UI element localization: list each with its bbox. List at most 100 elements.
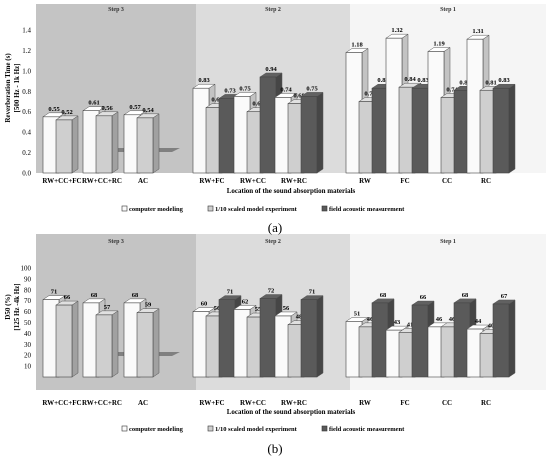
legend-label: computer modeling (129, 206, 184, 213)
data-label: 57 (104, 304, 111, 311)
x-tick-label: RW+CC+FC (42, 177, 81, 185)
y-tick-label: 10 (24, 363, 32, 371)
y-tick-label: 30 (24, 341, 32, 349)
data-label: 0.75 (306, 85, 318, 92)
y-tick-label: 1.2 (22, 47, 31, 55)
data-label: 1.19 (433, 40, 445, 47)
x-tick-label: RW+FC (199, 399, 224, 407)
data-label: 0.74 (446, 86, 458, 93)
y-tick-label: 80 (24, 286, 32, 294)
data-label: 0.83 (498, 77, 510, 84)
data-label: 55 (255, 306, 262, 313)
x-axis-title: Location of the sound absorption materia… (227, 187, 356, 195)
data-label: 68 (132, 292, 139, 299)
y-axis-subtitle: [500 Hz - 1k Hz] (13, 64, 21, 113)
y-tick-label: 20 (24, 352, 32, 360)
y-axis-title: D50 (%) (4, 294, 12, 320)
bar-side (71, 115, 79, 174)
bar-side (152, 113, 160, 174)
data-label: 0.64 (211, 97, 223, 104)
y-tick-label: 50 (24, 319, 32, 327)
x-tick-label: AC (138, 177, 148, 185)
data-label: 0.73 (224, 87, 236, 94)
y-tick-label: 0.8 (22, 88, 31, 96)
data-label: 0.54 (142, 107, 154, 114)
data-label: 71 (51, 289, 58, 296)
legend-label: field acoustic measurement (329, 426, 405, 433)
data-label: 0.81 (459, 79, 470, 86)
data-label: 59 (145, 302, 152, 309)
y-tick-label: 0.6 (22, 108, 31, 116)
data-label: 72 (268, 288, 275, 295)
y-tick-label: 0.0 (22, 170, 31, 178)
data-label: 0.74 (280, 86, 292, 93)
panel-step-label: Step 3 (108, 7, 124, 13)
x-tick-label: FC (400, 399, 409, 407)
caption-a: (a) (267, 220, 283, 235)
data-label: 60 (201, 301, 208, 308)
data-label: 51 (354, 310, 361, 317)
legend-label: field acoustic measurement (329, 206, 405, 213)
data-label: 0.75 (239, 85, 251, 92)
panel-step-label: Step 1 (440, 239, 456, 245)
y-tick-label: 1.4 (22, 27, 31, 35)
x-tick-label: CC (442, 177, 452, 185)
data-label: 43 (394, 319, 401, 326)
x-tick-label: RW+FC (199, 177, 224, 185)
data-label: 46 (436, 316, 443, 323)
bar-field-acoustic-measurement (411, 87, 429, 174)
bar-field-acoustic-measurement (492, 87, 510, 174)
y-tick-label: 70 (24, 297, 32, 305)
bar-1-10-scaled-model-experiment (136, 117, 154, 174)
data-label: 66 (64, 294, 71, 301)
y-tick-label: 90 (24, 275, 32, 283)
data-label: 0.83 (198, 77, 210, 84)
bar-side (508, 83, 516, 174)
panel-step-label: Step 1 (440, 7, 456, 13)
bar-field-acoustic-measurement (371, 302, 389, 378)
bar-1-10-scaled-model-experiment (55, 119, 73, 174)
data-label: 0.68 (293, 93, 305, 100)
x-tick-label: RW (359, 177, 371, 185)
data-label: 0.84 (404, 76, 416, 83)
x-tick-label: RW+CC (240, 399, 266, 407)
y-tick-label: 100 (21, 265, 32, 273)
y-axis-title: Reverberation Time (s) (4, 53, 12, 123)
data-label: 66 (420, 294, 427, 301)
caption-b: (b) (267, 441, 283, 456)
bar-field-acoustic-measurement (259, 298, 277, 378)
x-tick-label: RW+CC (240, 177, 266, 185)
x-tick-label: RW+CC+RC (82, 399, 122, 407)
data-label: 0.61 (88, 100, 99, 107)
bar-1-10-scaled-model-experiment (136, 312, 154, 378)
data-label: 0.57 (129, 104, 141, 111)
legend-swatch (121, 205, 128, 212)
x-tick-label: RC (481, 177, 491, 185)
data-label: 1.31 (472, 28, 483, 35)
y-axis-subtitle: [125 Hz -4k Hz] (13, 283, 21, 330)
legend-swatch (207, 205, 214, 212)
legend-label: 1/10 scaled model experiment (215, 426, 298, 433)
data-label: 67 (501, 293, 508, 300)
bar-1-10-scaled-model-experiment (95, 115, 113, 174)
x-axis-title: Location of the sound absorption materia… (227, 408, 356, 416)
data-label: 68 (91, 292, 98, 299)
data-label: 0.52 (61, 109, 72, 116)
y-tick-label: 40 (24, 330, 32, 338)
bar-side (316, 91, 324, 174)
data-label: 46 (367, 316, 374, 323)
data-label: 0.70 (364, 91, 375, 98)
bar-field-acoustic-measurement (300, 299, 318, 378)
data-label: 56 (214, 305, 221, 312)
x-tick-label: RW+CC+RC (82, 177, 122, 185)
y-tick-label: 60 (24, 308, 32, 316)
panel-step-label: Step 3 (108, 239, 124, 245)
data-label: 40 (488, 322, 495, 329)
bar-side (111, 111, 119, 174)
bar-1-10-scaled-model-experiment (95, 314, 113, 378)
x-tick-label: RC (481, 399, 491, 407)
x-tick-label: RW+CC+FC (42, 399, 81, 407)
legend-swatch (321, 425, 328, 432)
data-label: 48 (296, 314, 303, 321)
data-label: 1.18 (351, 41, 363, 48)
